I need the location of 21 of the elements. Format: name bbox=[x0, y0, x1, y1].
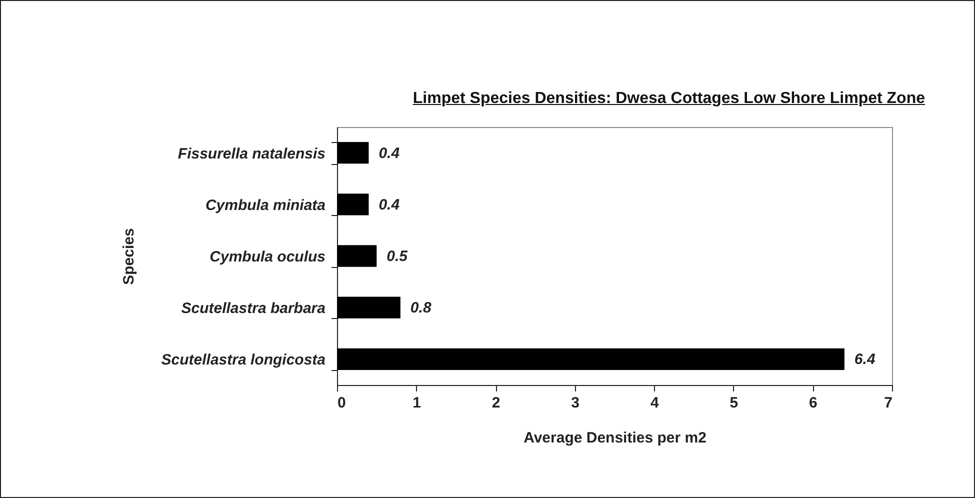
chart-title: Limpet Species Densities: Dwesa Cottages Low Shore Limpet Zone bbox=[412, 90, 925, 108]
data-label: 6.4 bbox=[854, 351, 876, 368]
y-axis-title: Species bbox=[120, 228, 138, 285]
x-tick-label: 5 bbox=[730, 394, 738, 412]
data-label: 0.5 bbox=[386, 248, 408, 265]
x-axis-title: Average Densities per m2 bbox=[524, 430, 706, 446]
y-tick-label: Scutellastra barbara bbox=[181, 300, 326, 318]
x-tick-label: 2 bbox=[492, 394, 500, 412]
x-tick-label: 4 bbox=[650, 394, 660, 412]
x-tick-label: 3 bbox=[571, 394, 580, 412]
y-tick-label: Cymbula miniata bbox=[205, 196, 326, 214]
x-tick-label: 0 bbox=[338, 394, 346, 412]
data-label: 0.4 bbox=[378, 144, 400, 162]
x-tick-label: 1 bbox=[412, 394, 421, 412]
x-tick-label: 6 bbox=[809, 394, 818, 412]
y-tick-label: Cymbula oculus bbox=[210, 248, 326, 266]
data-label: 0.4 bbox=[378, 196, 400, 214]
x-tick-label: 7 bbox=[884, 394, 892, 412]
y-tick-label: Fissurella natalensis bbox=[178, 145, 326, 162]
y-tick-label: Scutellastra longicosta bbox=[161, 352, 326, 369]
data-label: 0.8 bbox=[410, 300, 432, 317]
